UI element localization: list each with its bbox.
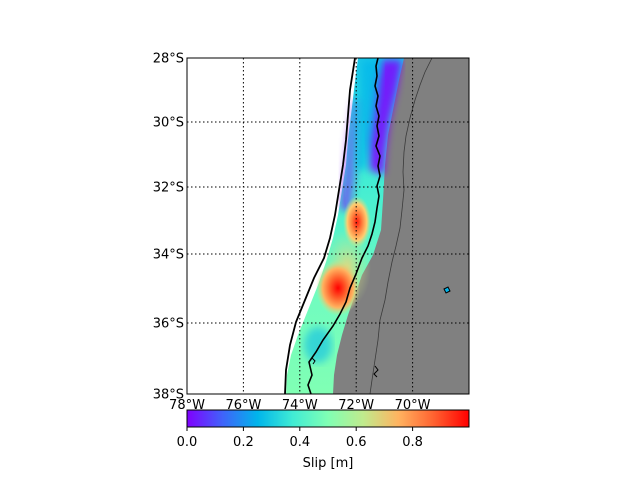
colorbar-gradient bbox=[186, 409, 470, 428]
colorbar-tick-label: 0.4 bbox=[289, 435, 310, 450]
lake-outline bbox=[443, 286, 451, 294]
coastline bbox=[307, 58, 381, 394]
lon-tick-label: 72°W bbox=[338, 398, 374, 413]
lat-tick-label: 28°S bbox=[153, 52, 184, 67]
colorbar-ticks bbox=[186, 427, 414, 431]
lat-tick-label: 36°S bbox=[153, 317, 184, 332]
map-frame bbox=[186, 57, 470, 395]
slip-peak-north bbox=[343, 196, 371, 248]
lon-tick-label: 70°W bbox=[395, 398, 431, 413]
lat-tick-label: 38°S bbox=[153, 388, 184, 403]
lat-tick-label: 30°S bbox=[153, 116, 184, 131]
map-axes bbox=[187, 58, 469, 394]
lat-axis: 28°S 30°S 32°S 34°S 36°S 38°S bbox=[153, 52, 184, 403]
island-outline bbox=[311, 357, 316, 365]
lat-tick-label: 34°S bbox=[153, 248, 184, 263]
trench-line bbox=[284, 58, 356, 394]
colorbar-tick-label: 0.2 bbox=[233, 435, 254, 450]
colorbar-tick-label: 0.0 bbox=[177, 435, 198, 450]
lat-tick-label: 32°S bbox=[153, 181, 184, 196]
graticule bbox=[187, 58, 469, 394]
colorbar: 0.0 0.2 0.4 0.6 0.8 Slip [m] bbox=[177, 409, 470, 471]
colorbar-label: Slip [m] bbox=[303, 456, 354, 471]
slip-peak-south bbox=[316, 260, 360, 316]
island-outline bbox=[373, 365, 379, 378]
lon-tick-label: 76°W bbox=[225, 398, 261, 413]
colorbar-tick-label: 0.6 bbox=[346, 435, 367, 450]
lon-tick-label: 78°W bbox=[169, 398, 205, 413]
lon-axis: 78°W 76°W 74°W 72°W 70°W bbox=[169, 398, 431, 413]
colorbar-tick-label: 0.8 bbox=[402, 435, 423, 450]
lon-tick-label: 74°W bbox=[282, 398, 318, 413]
country-border bbox=[369, 58, 433, 394]
slip-field bbox=[286, 58, 404, 394]
